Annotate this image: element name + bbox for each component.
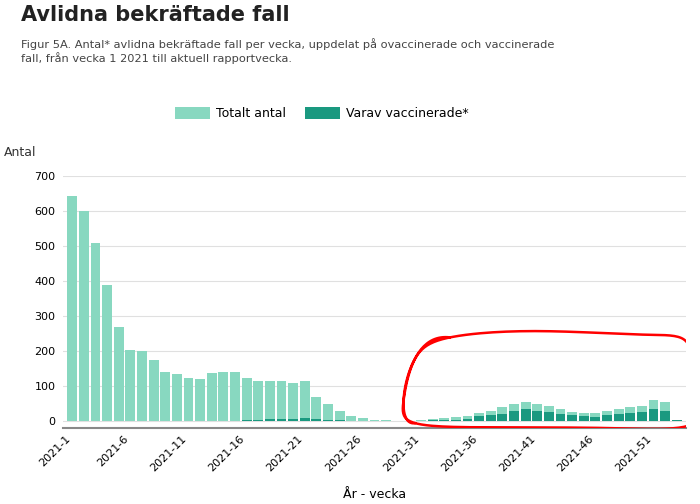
Bar: [265, 419, 275, 421]
Bar: [602, 411, 612, 421]
Text: Antal: Antal: [4, 146, 36, 159]
Bar: [323, 420, 333, 421]
Bar: [67, 196, 77, 421]
Bar: [579, 416, 589, 421]
Bar: [440, 420, 449, 421]
Bar: [498, 414, 508, 421]
Bar: [79, 211, 89, 421]
Bar: [451, 417, 461, 421]
Bar: [137, 351, 147, 421]
Bar: [125, 350, 135, 421]
Bar: [660, 402, 670, 421]
Bar: [102, 285, 112, 421]
Bar: [241, 420, 251, 421]
Bar: [521, 402, 531, 421]
Bar: [451, 420, 461, 421]
Bar: [382, 420, 391, 421]
Bar: [218, 372, 228, 421]
Text: Figur 5A. Antal* avlidna bekräftade fall per vecka, uppdelat på ovaccinerade och: Figur 5A. Antal* avlidna bekräftade fall…: [21, 38, 554, 64]
Bar: [672, 420, 682, 421]
Bar: [195, 379, 205, 421]
Bar: [370, 420, 379, 421]
Bar: [648, 400, 659, 421]
Bar: [532, 404, 542, 421]
Bar: [590, 416, 601, 421]
Bar: [567, 412, 577, 421]
Bar: [183, 377, 193, 421]
Bar: [556, 414, 566, 421]
Bar: [346, 416, 356, 421]
Bar: [544, 412, 554, 421]
Bar: [114, 327, 124, 421]
Bar: [567, 415, 577, 421]
Bar: [206, 373, 217, 421]
Bar: [312, 397, 321, 421]
Bar: [602, 415, 612, 421]
Bar: [521, 409, 531, 421]
Bar: [556, 409, 566, 421]
Bar: [637, 412, 647, 421]
Bar: [625, 407, 635, 421]
Bar: [440, 418, 449, 421]
Bar: [428, 419, 438, 421]
Bar: [532, 411, 542, 421]
Text: Avlidna bekräftade fall: Avlidna bekräftade fall: [21, 5, 290, 25]
Bar: [172, 374, 182, 421]
Bar: [474, 413, 484, 421]
Bar: [312, 419, 321, 421]
Bar: [544, 406, 554, 421]
Bar: [625, 413, 635, 421]
Bar: [148, 360, 159, 421]
Bar: [241, 377, 251, 421]
Legend: Totalt antal, Varav vaccinerade*: Totalt antal, Varav vaccinerade*: [175, 107, 469, 120]
Bar: [463, 419, 473, 421]
Bar: [288, 419, 298, 421]
Bar: [428, 420, 438, 421]
Bar: [276, 419, 286, 421]
Bar: [463, 416, 473, 421]
Bar: [90, 243, 101, 421]
Bar: [358, 418, 368, 421]
Bar: [637, 406, 647, 421]
Bar: [300, 381, 309, 421]
Bar: [672, 420, 682, 421]
Bar: [265, 381, 275, 421]
Bar: [253, 420, 263, 421]
Bar: [253, 381, 263, 421]
Bar: [590, 413, 601, 421]
Bar: [486, 415, 496, 421]
Bar: [335, 420, 344, 421]
Bar: [614, 414, 624, 421]
Bar: [648, 409, 659, 421]
Bar: [323, 404, 333, 421]
Bar: [288, 383, 298, 421]
Bar: [614, 409, 624, 421]
Bar: [474, 416, 484, 421]
Bar: [335, 411, 344, 421]
Bar: [509, 404, 519, 421]
Bar: [509, 411, 519, 421]
Bar: [579, 413, 589, 421]
X-axis label: År - vecka: År - vecka: [343, 488, 406, 500]
Bar: [160, 372, 170, 421]
Bar: [416, 420, 426, 421]
Bar: [498, 407, 508, 421]
Bar: [230, 372, 240, 421]
Bar: [486, 411, 496, 421]
Bar: [276, 381, 286, 421]
Bar: [660, 411, 670, 421]
Bar: [300, 418, 309, 421]
